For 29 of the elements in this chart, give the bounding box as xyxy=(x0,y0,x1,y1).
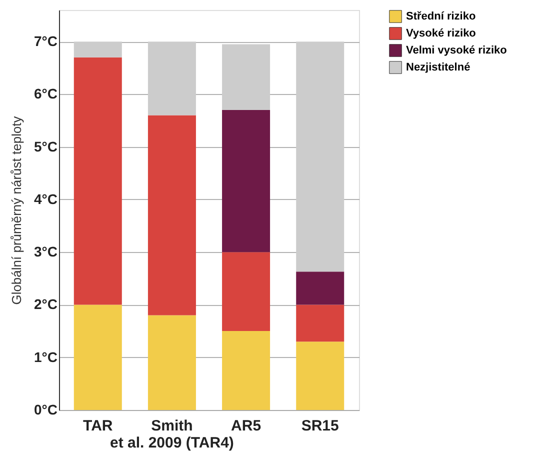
y-tick-label: 3°C xyxy=(34,244,58,260)
bar xyxy=(222,252,270,332)
bar xyxy=(74,304,122,410)
y-tick-label: 7°C xyxy=(34,33,58,50)
legend-label: Velmi vysoké riziko xyxy=(406,44,508,56)
bar xyxy=(222,110,270,252)
x-tick-label: AR5 xyxy=(231,418,262,434)
legend-label: Střední riziko xyxy=(406,10,476,22)
bar xyxy=(148,42,196,116)
x-tick-label: SR15 xyxy=(301,418,339,434)
y-tick-label: 4°C xyxy=(34,190,58,207)
legend-label: Vysoké riziko xyxy=(406,28,476,40)
bar xyxy=(296,342,344,410)
bar xyxy=(148,115,196,316)
bar xyxy=(222,331,270,410)
bar xyxy=(296,42,344,272)
bar xyxy=(74,57,122,305)
legend-label: Nezjistitelné xyxy=(406,62,470,74)
bar xyxy=(296,304,344,342)
bar xyxy=(74,42,122,58)
y-axis-title: Globální průměrný nárůst teploty xyxy=(9,116,24,305)
y-tick-label: 5°C xyxy=(34,138,58,154)
bar xyxy=(148,315,196,410)
y-tick-label: 6°C xyxy=(34,86,58,102)
bar xyxy=(296,272,344,305)
y-tick-label: 2°C xyxy=(34,296,58,312)
bar xyxy=(222,44,270,110)
y-tick-label: 0°C xyxy=(34,402,58,418)
y-tick-label: 1°C xyxy=(34,348,58,365)
